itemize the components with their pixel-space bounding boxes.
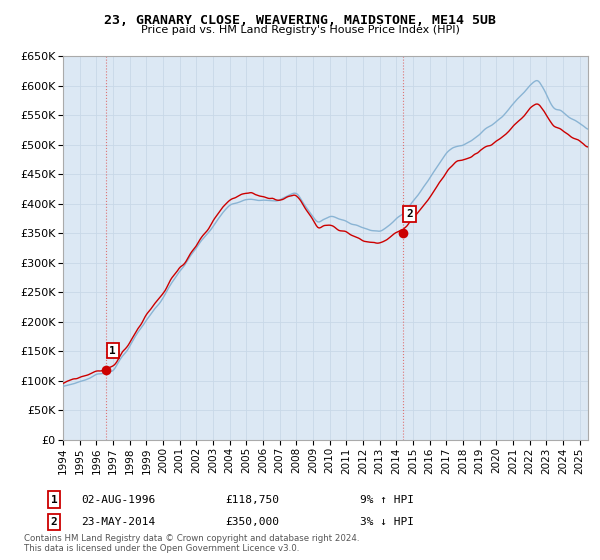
Text: 23-MAY-2014: 23-MAY-2014 (81, 517, 155, 527)
Text: 2: 2 (406, 209, 413, 219)
Text: 3% ↓ HPI: 3% ↓ HPI (360, 517, 414, 527)
Text: Price paid vs. HM Land Registry's House Price Index (HPI): Price paid vs. HM Land Registry's House … (140, 25, 460, 35)
Text: 23, GRANARY CLOSE, WEAVERING, MAIDSTONE, ME14 5UB: 23, GRANARY CLOSE, WEAVERING, MAIDSTONE,… (104, 14, 496, 27)
Text: 9% ↑ HPI: 9% ↑ HPI (360, 494, 414, 505)
Text: Contains HM Land Registry data © Crown copyright and database right 2024.
This d: Contains HM Land Registry data © Crown c… (24, 534, 359, 553)
Text: £118,750: £118,750 (225, 494, 279, 505)
Text: 02-AUG-1996: 02-AUG-1996 (81, 494, 155, 505)
Text: 1: 1 (50, 494, 58, 505)
Text: £350,000: £350,000 (225, 517, 279, 527)
Text: 2: 2 (50, 517, 58, 527)
Text: 1: 1 (109, 346, 116, 356)
